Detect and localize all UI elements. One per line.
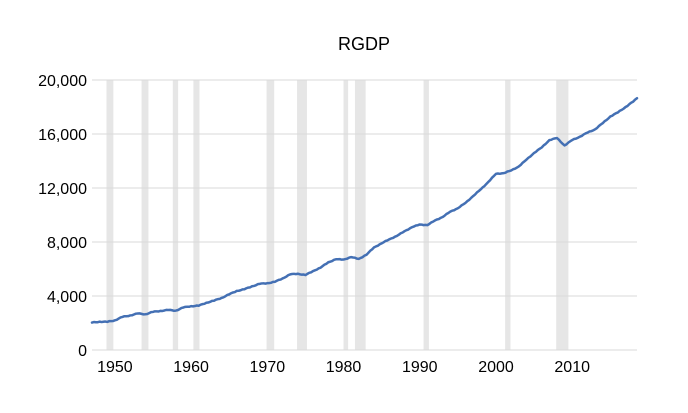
recession-band: [297, 80, 307, 350]
x-tick-label: 2000: [478, 359, 514, 376]
recession-band: [172, 80, 179, 350]
recession-band: [343, 80, 349, 350]
recession-band: [423, 80, 429, 350]
recession-band: [354, 80, 366, 350]
chart-title: RGDP: [338, 34, 390, 54]
axes: 0 4,000 8,000 12,000 16,000 20,000 1950 1960 197…: [38, 73, 637, 376]
gridlines: [92, 79, 637, 297]
y-tick-label: 0: [78, 343, 87, 360]
recession-band: [556, 80, 569, 350]
x-tick-label: 2010: [554, 359, 590, 376]
y-tick-label: 4,000: [47, 289, 87, 306]
x-tick-label: 1950: [97, 359, 133, 376]
y-tick-label: 8,000: [47, 235, 87, 252]
recession-band: [193, 80, 200, 350]
x-tick-label: 1970: [250, 359, 286, 376]
recession-bands: [106, 80, 569, 350]
y-tick-label: 12,000: [38, 181, 87, 198]
recession-band: [505, 80, 511, 350]
recession-band: [141, 80, 149, 350]
x-tick-label: 1980: [326, 359, 362, 376]
series-layer: [90, 96, 639, 324]
recession-band: [106, 80, 114, 350]
recession-band: [266, 80, 275, 350]
rgdp-line: [90, 96, 639, 324]
x-tick-label: 1990: [402, 359, 438, 376]
y-tick-label: 20,000: [38, 73, 87, 90]
y-tick-label: 16,000: [38, 127, 87, 144]
x-tick-label: 1960: [173, 359, 209, 376]
